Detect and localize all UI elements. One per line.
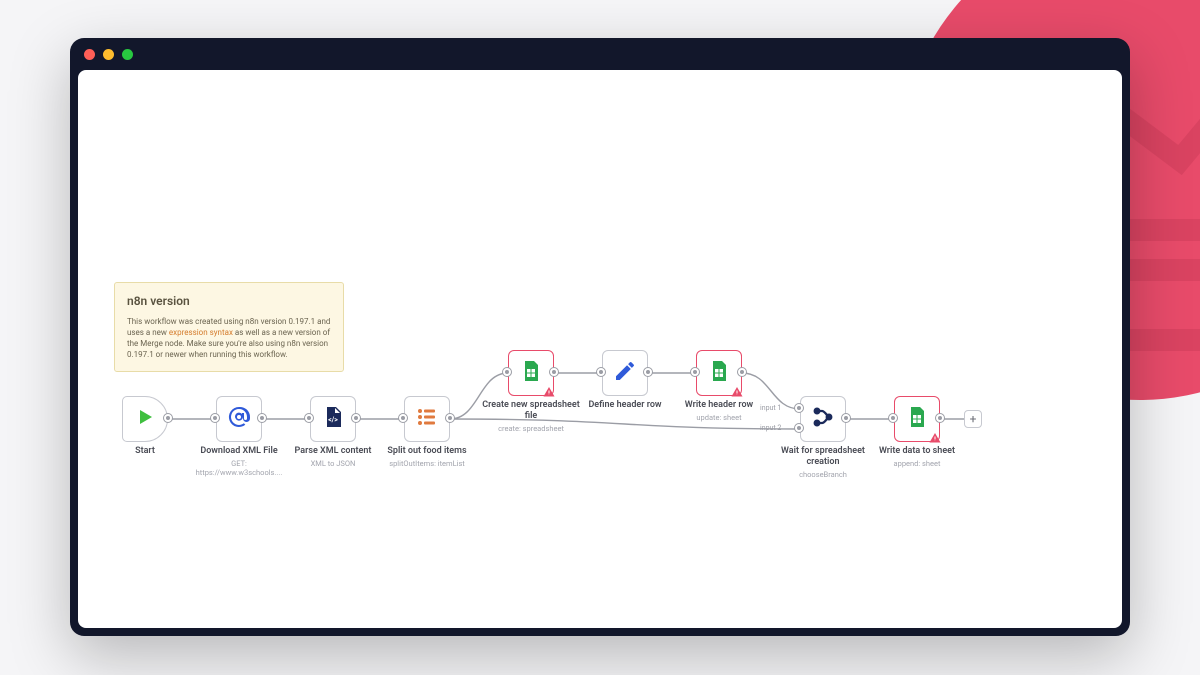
node-parse[interactable]: </> [310,396,356,442]
input-connector[interactable] [399,414,407,422]
node-split[interactable] [404,396,450,442]
input-connector[interactable] [889,414,897,422]
browser-window: n8n version This workflow was created us… [70,38,1130,636]
warning-icon [928,432,942,444]
sticky-body: This workflow was created using n8n vers… [127,316,331,361]
node-writehdr[interactable] [696,350,742,396]
node-label: Define header row [574,400,676,411]
window-titlebar [70,38,1130,70]
node-label: Write header rowupdate: sheet [668,400,770,422]
output-connector[interactable] [644,368,652,376]
warning-icon [730,386,744,398]
node-start[interactable] [122,396,168,442]
output-connector[interactable] [352,414,360,422]
sticky-title: n8n version [127,293,331,310]
output-connector[interactable] [164,414,172,422]
workflow-canvas[interactable]: n8n version This workflow was created us… [78,70,1122,628]
node-label: Start [94,446,196,457]
input-connector[interactable] [691,368,699,376]
output-connector[interactable] [258,414,266,422]
minimize-dot[interactable] [103,49,114,60]
sheet-icon [707,359,731,387]
list-icon [415,405,439,433]
output-connector[interactable] [842,414,850,422]
sheet-icon [905,405,929,433]
output-connector[interactable] [550,368,558,376]
port-label: input 2 [760,424,781,432]
at-icon [227,405,251,433]
node-label: Wait for spreadsheet creationchooseBranc… [772,446,874,479]
output-connector[interactable] [446,414,454,422]
node-create[interactable] [508,350,554,396]
node-download[interactable] [216,396,262,442]
node-label: Download XML FileGET: https://www.w3scho… [188,446,290,477]
pencil-icon [613,359,637,387]
play-icon [133,405,157,433]
input-connector[interactable] [795,404,803,412]
node-write[interactable] [894,396,940,442]
node-label: Parse XML contentXML to JSON [282,446,384,468]
add-node-button[interactable]: + [964,410,982,428]
port-label: input 1 [760,404,781,412]
node-label: Split out food itemssplitOutItems: itemL… [376,446,478,468]
input-connector[interactable] [597,368,605,376]
input-connector[interactable] [211,414,219,422]
xml-icon: </> [321,405,345,433]
node-label: Write data to sheetappend: sheet [866,446,968,468]
node-header[interactable] [602,350,648,396]
sheet-icon [519,359,543,387]
output-connector[interactable] [738,368,746,376]
output-connector[interactable] [936,414,944,422]
node-label: Create new spreadsheet filecreate: sprea… [480,400,582,433]
input-connector[interactable] [795,424,803,432]
close-dot[interactable] [84,49,95,60]
warning-icon [542,386,556,398]
input-connector[interactable] [503,368,511,376]
svg-text:</>: </> [328,416,338,424]
maximize-dot[interactable] [122,49,133,60]
node-merge[interactable] [800,396,846,442]
input-connector[interactable] [305,414,313,422]
sticky-note[interactable]: n8n version This workflow was created us… [114,282,344,372]
merge-icon [811,405,835,433]
